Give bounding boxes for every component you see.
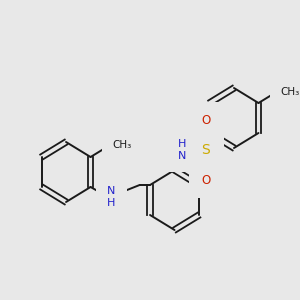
Text: H
N: H N xyxy=(178,139,186,161)
Text: CH₃: CH₃ xyxy=(280,87,299,97)
Text: O: O xyxy=(201,173,210,187)
Text: CH₃: CH₃ xyxy=(112,140,132,150)
Text: S: S xyxy=(201,143,210,157)
Text: N
H: N H xyxy=(107,186,116,208)
Text: O: O xyxy=(201,113,210,127)
